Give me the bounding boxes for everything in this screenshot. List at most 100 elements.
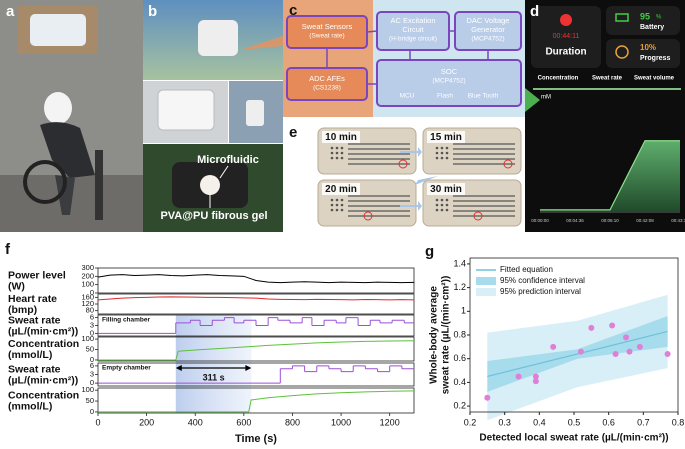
x-tick-label: 0.2	[464, 417, 477, 427]
dot	[335, 198, 339, 202]
dot	[340, 146, 344, 150]
point	[532, 373, 539, 380]
dot	[340, 151, 344, 155]
arrow-head	[175, 365, 182, 371]
x-axis-label: Time (s)	[235, 433, 277, 445]
x-tick-label: 1000	[331, 417, 351, 427]
app-time: 00:44:11	[553, 33, 580, 40]
line	[97, 296, 415, 301]
panel-label: b	[148, 3, 157, 20]
arrow	[400, 201, 422, 211]
label-bg	[322, 131, 360, 143]
diagram-box	[376, 59, 522, 107]
arrow-head	[245, 365, 252, 371]
photo-a	[0, 0, 143, 232]
dot	[335, 151, 339, 155]
time-label: 30 min	[430, 184, 462, 195]
row-label: Power level	[8, 269, 66, 281]
row-label: (µL/(min·cm²))	[8, 374, 78, 386]
app-value: 95	[640, 11, 650, 21]
box-text: AC Excitation	[390, 16, 435, 25]
point	[612, 350, 619, 357]
dot	[435, 156, 439, 160]
time-label: 10 min	[325, 132, 357, 143]
y-axis-label: Whole-body average	[429, 286, 440, 384]
dot	[435, 203, 439, 207]
line	[98, 340, 415, 361]
point	[577, 348, 584, 355]
legend-label: 95% confidence interval	[500, 276, 585, 285]
row-label: (µL/(min·cm²))	[8, 325, 78, 337]
dot	[440, 208, 444, 212]
y-tick-label: 0	[90, 288, 94, 297]
row-frame	[97, 387, 415, 414]
y-tick-label: 160	[81, 292, 94, 301]
box-text: (MCP4752)	[471, 36, 504, 43]
point	[532, 378, 539, 385]
dot	[435, 151, 439, 155]
photos-e	[317, 127, 522, 227]
dot	[445, 198, 449, 202]
box-text: DAC Voltage	[467, 16, 510, 25]
area-line	[540, 140, 680, 211]
unit-label: mM	[541, 95, 551, 101]
dot	[340, 156, 344, 160]
legend-label: Fitted equation	[500, 265, 553, 274]
row-label: Sweat rate	[8, 363, 61, 375]
y-tick-label: 120	[81, 299, 94, 308]
dot	[330, 198, 334, 202]
pointer	[219, 165, 229, 179]
x-tick-label: 0.6	[602, 417, 615, 427]
panel-label: d	[530, 3, 539, 20]
row-frame	[97, 267, 415, 294]
dot	[440, 198, 444, 202]
dot	[335, 156, 339, 160]
box-text: (CS1238)	[313, 85, 341, 92]
dot	[435, 146, 439, 150]
marker	[503, 159, 513, 169]
row-label: (bmp)	[8, 304, 37, 316]
row-label: (W)	[8, 280, 25, 292]
label-bg	[427, 131, 465, 143]
row-label: Concentration	[8, 338, 79, 350]
row-note: Filling chamber	[102, 317, 151, 324]
x-axis-label: Detected local sweat rate (µL/(min·cm²))	[479, 433, 668, 444]
box-text: (MCP4752)	[432, 78, 465, 85]
app-tab: Sweat rate	[592, 76, 623, 82]
point	[664, 350, 671, 357]
y-tick-label: 300	[81, 263, 94, 272]
x-tick-label: 00:43:35	[671, 218, 685, 223]
panel-label: a	[6, 3, 15, 20]
point	[609, 322, 616, 329]
dot	[335, 146, 339, 150]
x-tick-label: 400	[188, 417, 203, 427]
fit-line	[487, 330, 668, 378]
x-tick-label: 200	[139, 417, 154, 427]
dot	[445, 151, 449, 155]
row-label: Heart rate	[8, 293, 57, 305]
x-tick-label: 0.7	[637, 417, 650, 427]
x-tick-label: 0.4	[533, 417, 546, 427]
app-value: 10%	[640, 43, 656, 52]
dot	[335, 208, 339, 212]
x-tick-label: 00:04:36	[566, 218, 584, 223]
box-text: Circuit	[402, 25, 424, 34]
row-label: (mmol/L)	[8, 349, 52, 361]
point	[626, 348, 633, 355]
marker	[363, 211, 373, 221]
dot	[330, 146, 334, 150]
row-frame	[97, 336, 415, 362]
y-tick-label: 100	[81, 334, 94, 343]
box-part: Flash	[437, 93, 453, 100]
x-tick-label: 0.3	[498, 417, 511, 427]
x-tick-label: 600	[236, 417, 251, 427]
dot	[435, 198, 439, 202]
dot	[330, 203, 334, 207]
legend-swatch	[476, 288, 496, 296]
x-tick-label: 00:42:08	[636, 218, 654, 223]
x-tick-label: 00:00:00	[531, 218, 549, 223]
time-label: 20 min	[325, 184, 357, 195]
line	[98, 390, 415, 413]
highlight	[175, 315, 252, 413]
